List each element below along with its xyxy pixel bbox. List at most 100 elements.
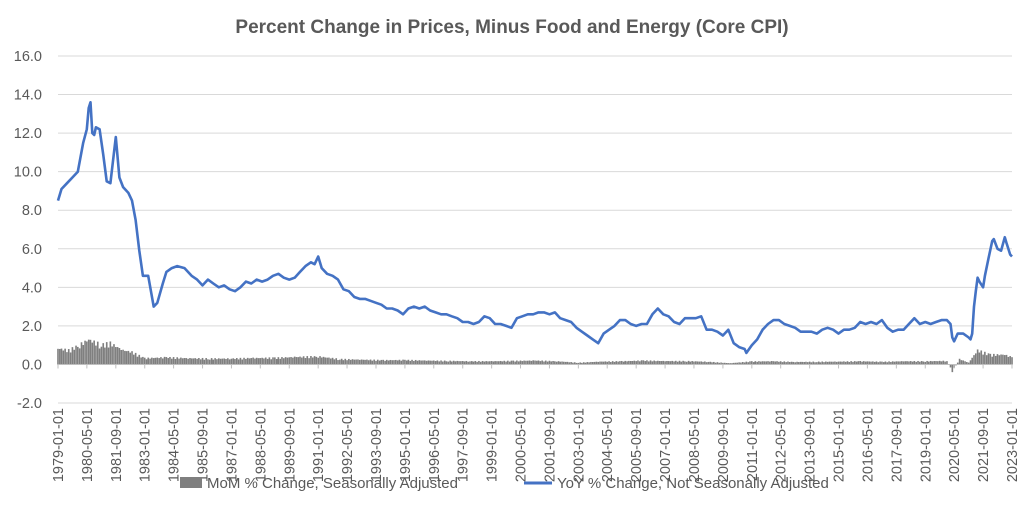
bar: [843, 361, 845, 365]
bar: [315, 356, 318, 365]
x-tick-label: 2012-05-01: [774, 408, 790, 482]
bar: [931, 361, 934, 365]
bar: [178, 358, 180, 365]
bar: [826, 361, 829, 365]
bar: [816, 362, 818, 365]
bar: [881, 361, 883, 365]
bar: [348, 358, 350, 365]
bar: [295, 357, 298, 365]
bar: [409, 360, 412, 365]
bar: [759, 361, 762, 365]
bar: [277, 357, 280, 365]
y-tick-label: 0.0: [22, 357, 42, 373]
bar: [387, 360, 390, 365]
bar: [967, 362, 970, 365]
bar: [185, 358, 188, 365]
bar: [384, 360, 386, 365]
bar: [694, 361, 697, 365]
bar: [246, 357, 249, 365]
bar: [124, 350, 126, 365]
y-tick-label: 12.0: [14, 126, 42, 142]
bar: [494, 361, 496, 365]
bar: [239, 357, 242, 365]
bar: [1002, 354, 1004, 365]
bar: [554, 361, 556, 365]
bar: [620, 360, 623, 365]
bar: [797, 362, 800, 365]
bar: [984, 351, 986, 365]
bar: [198, 358, 200, 365]
bar: [918, 361, 921, 365]
bar: [642, 360, 645, 365]
bar: [823, 362, 825, 365]
bar: [808, 361, 811, 365]
bar: [335, 358, 338, 365]
bar: [490, 361, 493, 365]
bar: [264, 357, 267, 365]
gridlines: [58, 55, 1012, 404]
bar: [349, 359, 352, 365]
bar: [311, 357, 314, 365]
bar: [581, 362, 583, 365]
bar: [57, 348, 59, 365]
bar: [340, 358, 343, 365]
bar: [812, 361, 815, 365]
bar: [870, 361, 872, 365]
bar: [676, 361, 679, 365]
bar: [364, 359, 366, 365]
bar: [172, 357, 175, 365]
bar: [550, 361, 553, 365]
bar: [456, 360, 459, 365]
bar: [418, 360, 421, 365]
bar: [301, 357, 303, 365]
bar: [416, 360, 419, 365]
bar: [337, 360, 339, 365]
bar: [192, 358, 195, 365]
bar: [450, 361, 453, 365]
bar: [825, 361, 827, 365]
bar: [115, 347, 117, 365]
bar: [293, 356, 296, 365]
bar: [476, 361, 478, 365]
bar: [991, 356, 993, 365]
bar: [214, 358, 216, 365]
bar: [460, 361, 462, 365]
bar: [1011, 357, 1013, 365]
bar: [281, 357, 283, 365]
bar: [183, 358, 186, 365]
bar: [886, 362, 889, 365]
bar: [517, 361, 520, 365]
bar: [398, 359, 401, 365]
bar: [194, 358, 197, 365]
bar: [467, 361, 469, 365]
bar: [678, 360, 681, 365]
bar: [62, 350, 65, 365]
bar: [568, 362, 571, 365]
x-tick-label: 2004-05-01: [600, 408, 616, 482]
bar: [552, 360, 554, 365]
bar: [272, 357, 274, 365]
bar: [649, 360, 652, 365]
bar: [774, 361, 777, 365]
bar: [322, 356, 325, 365]
bar: [848, 362, 851, 365]
bar: [142, 356, 144, 365]
x-tick-label: 1983-01-01: [138, 408, 154, 482]
bar: [431, 360, 433, 365]
bar: [767, 361, 769, 365]
bar: [100, 346, 103, 365]
bar: [595, 361, 598, 365]
bar: [205, 358, 207, 365]
bar: [752, 362, 755, 365]
bar: [170, 358, 173, 365]
bar: [391, 360, 394, 365]
bar: [985, 355, 988, 365]
bar: [756, 361, 758, 365]
bar: [104, 347, 106, 365]
bar: [868, 361, 871, 365]
bar: [227, 358, 229, 365]
bar: [846, 361, 849, 365]
bar: [474, 361, 477, 365]
bar: [440, 360, 442, 365]
